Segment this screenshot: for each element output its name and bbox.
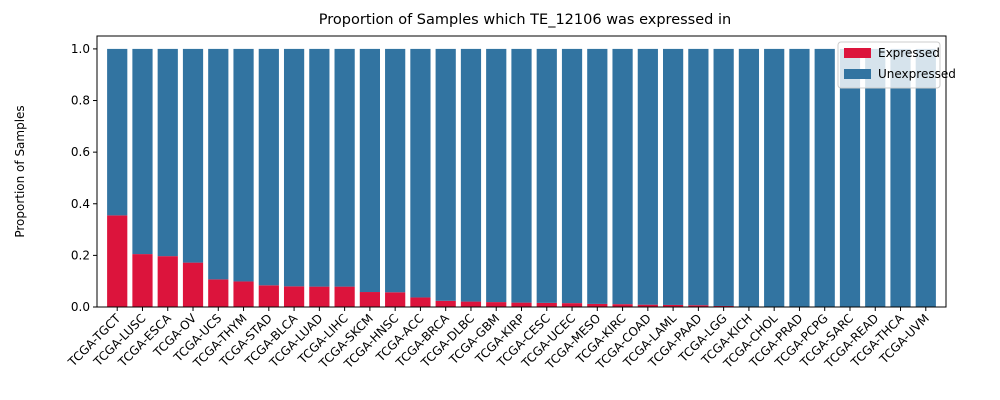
bar-unexpressed xyxy=(839,48,861,308)
bar-unexpressed xyxy=(890,48,911,308)
bar-expressed xyxy=(385,292,406,307)
bar-unexpressed xyxy=(486,48,507,303)
bar-unexpressed xyxy=(435,48,456,301)
legend-swatch-unexpressed xyxy=(844,69,871,79)
bar-unexpressed xyxy=(132,48,153,255)
bar-unexpressed xyxy=(182,48,204,263)
bar-expressed xyxy=(233,281,254,307)
bar-unexpressed xyxy=(738,48,760,308)
chart-title: Proportion of Samples which TE_12106 was… xyxy=(319,12,731,28)
bar-expressed xyxy=(663,304,684,307)
bar-unexpressed xyxy=(359,48,380,293)
bar-unexpressed xyxy=(460,48,482,302)
bar-expressed xyxy=(486,302,507,307)
y-tick-label: 0.0 xyxy=(71,300,90,314)
bar-unexpressed xyxy=(107,48,128,216)
bar-unexpressed xyxy=(511,48,532,303)
bar-unexpressed xyxy=(637,48,658,305)
bar-unexpressed xyxy=(612,48,633,305)
bar-expressed xyxy=(359,292,380,307)
bar-unexpressed xyxy=(587,48,608,304)
bar-unexpressed xyxy=(764,48,785,308)
legend-label-unexpressed: Unexpressed xyxy=(878,67,956,81)
bar-unexpressed xyxy=(410,48,431,298)
bar-unexpressed xyxy=(385,48,406,293)
bar-expressed xyxy=(258,285,279,307)
y-axis-label: Proportion of Samples xyxy=(13,105,27,237)
y-tick-label: 0.4 xyxy=(71,197,90,211)
legend: Expressed Unexpressed xyxy=(837,41,956,89)
bar-expressed xyxy=(410,297,431,307)
bar-expressed xyxy=(561,303,583,307)
bar-unexpressed xyxy=(713,48,734,306)
bar-unexpressed xyxy=(208,48,229,280)
bar-expressed xyxy=(435,300,456,307)
bar-unexpressed xyxy=(309,48,330,287)
bar-expressed xyxy=(713,305,734,307)
bar-unexpressed xyxy=(157,48,178,257)
bar-expressed xyxy=(107,215,128,307)
bar-expressed xyxy=(637,304,658,307)
x-axis: TCGA-TGCTTCGA-LUSCTCGA-ESCATCGA-OVTCGA-U… xyxy=(65,307,932,372)
y-tick-label: 0.2 xyxy=(71,248,90,262)
bar-unexpressed xyxy=(915,48,936,308)
bar-expressed xyxy=(132,254,153,307)
bar-expressed xyxy=(283,286,305,307)
bar-expressed xyxy=(334,286,355,307)
bars-group xyxy=(107,48,936,308)
bar-unexpressed xyxy=(688,48,709,306)
legend-label-expressed: Expressed xyxy=(878,46,940,60)
bar-unexpressed xyxy=(536,48,557,303)
legend-swatch-expressed xyxy=(844,48,871,58)
bar-expressed xyxy=(612,304,633,307)
bar-expressed xyxy=(460,301,482,307)
bar-expressed xyxy=(688,305,709,307)
bar-unexpressed xyxy=(814,48,835,308)
bar-expressed xyxy=(511,302,532,307)
bar-expressed xyxy=(208,279,229,307)
bar-expressed xyxy=(157,256,178,307)
y-axis: 0.0 0.2 0.4 0.6 0.8 1.0 xyxy=(71,42,97,314)
bar-expressed xyxy=(182,262,204,307)
bar-unexpressed xyxy=(561,48,583,304)
bar-expressed xyxy=(587,303,608,307)
bar-unexpressed xyxy=(663,48,684,305)
bar-unexpressed xyxy=(334,48,355,287)
bar-expressed xyxy=(309,286,330,307)
y-tick-label: 0.8 xyxy=(71,94,90,108)
bar-unexpressed xyxy=(789,48,810,308)
bar-unexpressed xyxy=(233,48,254,282)
bar-unexpressed xyxy=(283,48,305,287)
bar-unexpressed xyxy=(258,48,279,286)
y-tick-label: 1.0 xyxy=(71,42,90,56)
bar-expressed xyxy=(536,302,557,307)
bar-unexpressed xyxy=(865,48,886,308)
y-tick-label: 0.6 xyxy=(71,145,90,159)
